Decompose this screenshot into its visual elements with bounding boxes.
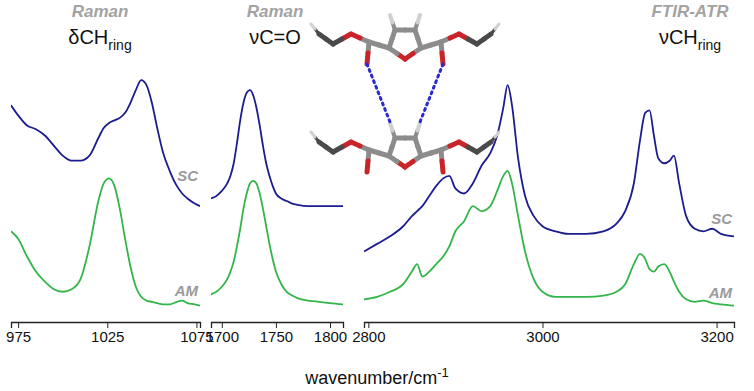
text-part: νC=O (249, 26, 301, 48)
x-axis: 97510251075 (6, 322, 214, 345)
bond (495, 132, 499, 137)
molecule (311, 123, 499, 172)
bond (367, 53, 368, 64)
molecule (311, 15, 499, 64)
tick-label: 3200 (700, 328, 733, 345)
tick: 1800 (314, 322, 347, 345)
x-axis-title: wavenumber/cm-1 (304, 365, 449, 388)
spectrum-line (211, 181, 343, 304)
x-axis: 1700 1750 1800 (206, 322, 348, 345)
spectrum-line (211, 90, 343, 206)
plot-area (11, 80, 200, 306)
tick-label: 3000 (526, 328, 559, 345)
series-label: AM (174, 282, 199, 299)
bond (390, 15, 393, 23)
panel-title: Raman (72, 2, 129, 21)
bond (418, 123, 421, 131)
spectrum-line (11, 178, 200, 305)
spectrum-line (11, 80, 200, 206)
series-label: SC (177, 167, 199, 184)
text-part: -1 (437, 365, 449, 380)
tick: 3000 (526, 322, 559, 345)
text-part: ring (698, 37, 721, 53)
text-part: νCH (659, 26, 698, 48)
bond (495, 24, 499, 29)
spectrum-line (364, 85, 734, 251)
bond (392, 30, 395, 39)
text-part: δCH (68, 26, 108, 48)
bond (442, 53, 443, 64)
tick-label: 2800 (352, 328, 385, 345)
bond (392, 138, 395, 147)
tick: 1750 (260, 322, 293, 345)
bond (418, 15, 421, 23)
panel-subtitle: νCHring (659, 26, 721, 53)
tick: 2800 (352, 322, 385, 345)
spectrum-line (364, 171, 734, 306)
panel-title: FTIR-ATR (651, 2, 729, 21)
tick: 975 (6, 322, 31, 345)
bond (390, 123, 393, 131)
bond (311, 24, 315, 29)
tick-label: 1800 (314, 328, 347, 345)
text-part: wavenumber/cm (304, 368, 437, 388)
tick-label: 1750 (260, 328, 293, 345)
tick: 1025 (91, 322, 124, 345)
tick-label: 975 (6, 328, 31, 345)
series-label: AM (708, 284, 733, 301)
tick: 3200 (700, 322, 733, 345)
figure: RamanδCHringSCAM97510251075RamanνC=O1700… (0, 0, 754, 391)
text-part: ring (108, 37, 131, 53)
molecule-illustration (311, 15, 499, 172)
bond (442, 161, 443, 172)
tick: 1700 (206, 322, 239, 345)
hydrogen-bond (367, 64, 390, 122)
panel-subtitle: νC=O (249, 26, 301, 48)
panel-title: Raman (247, 2, 304, 21)
plot-area (211, 90, 343, 304)
hydrogen-bond (420, 64, 443, 122)
panel: FTIR-ATR νCHring SC AM 2800 3000 3200 (352, 2, 734, 345)
bond (311, 132, 315, 137)
panel-subtitle: δCHring (68, 26, 131, 53)
tick-label: 1700 (206, 328, 239, 345)
panel: Raman νC=O 1700 1750 1800 (206, 2, 348, 345)
panel: RamanδCHringSCAM97510251075 (6, 2, 214, 345)
plot-area (364, 85, 734, 306)
series-label: SC (711, 210, 733, 227)
tick-label: 1025 (91, 328, 124, 345)
bond (367, 161, 368, 172)
x-axis: 2800 3000 3200 (352, 322, 734, 345)
